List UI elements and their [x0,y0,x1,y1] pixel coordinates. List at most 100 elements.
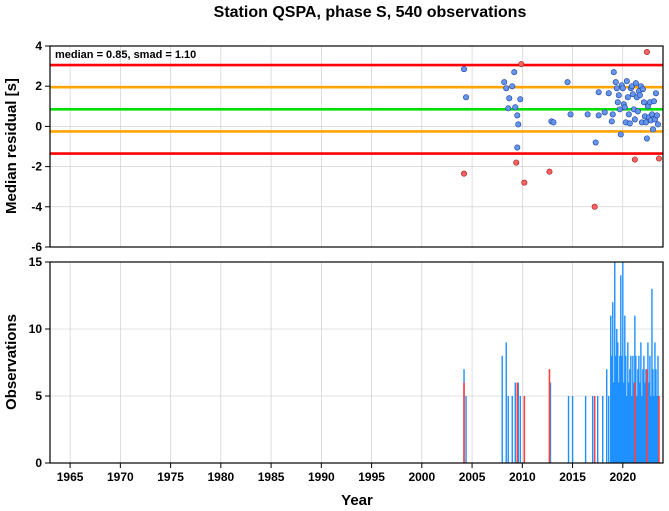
inlier-point [634,108,641,115]
inlier-bar [567,396,570,463]
inlier-bar [611,355,613,463]
inlier-point [642,119,649,126]
inlier-bar [632,355,634,463]
outlier-bar [463,382,465,463]
inlier-point [628,83,635,90]
inlier-bar [636,396,638,463]
inlier-point [612,79,619,86]
inlier-bar [654,342,656,463]
outlier-bar [658,396,660,463]
residual-y-axis-label: Median residual [s] [3,78,20,214]
outlier-point [643,49,650,56]
inlier-point [625,111,632,118]
inlier-point [505,105,512,112]
observations-y-tick-label: 0 [35,456,42,470]
outlier-bar [646,369,648,463]
inlier-bar [626,396,628,463]
outlier-point [631,156,638,163]
inlier-point [615,92,622,99]
inlier-point [649,126,656,133]
inlier-point [512,104,519,111]
inlier-bar [642,369,644,463]
inlier-bar [624,315,626,463]
inlier-point [624,94,631,101]
inlier-bar [630,355,632,463]
inlier-point [640,99,647,106]
inlier-bar [507,396,509,463]
inlier-bar [655,369,657,463]
outlier-point [655,155,662,162]
inlier-point [614,99,621,106]
inlier-bar [628,382,630,463]
outlier-bar [634,382,636,463]
inlier-bar [511,396,513,463]
inlier-bar [631,396,633,463]
inlier-point [605,90,612,97]
inlier-point [610,69,617,76]
inlier-bar [627,342,629,463]
inlier-point [631,116,638,123]
inlier-bar [648,382,650,463]
inlier-bar [649,355,651,463]
inlier-point [608,118,615,125]
inlier-point [501,79,508,86]
inlier-bar [619,355,621,463]
inlier-point [632,80,639,87]
inlier-point [601,109,608,116]
stats-annotation: median = 0.85, smad = 1.10 [55,49,196,61]
inlier-bar [608,396,610,463]
inlier-bar [635,355,637,463]
outlier-bar [593,396,596,463]
outlier-point [521,179,528,186]
x-tick-label: 2020 [609,470,636,484]
inlier-bar [617,342,619,463]
x-tick-label: 1970 [107,470,134,484]
inlier-point [643,135,650,142]
inlier-point [584,111,591,118]
x-tick-label: 1975 [157,470,184,484]
inlier-bar [643,355,645,463]
inlier-point [609,111,616,118]
inlier-point [517,96,524,103]
inlier-bar [616,329,618,463]
observations-y-tick-label: 15 [29,255,43,269]
inlier-point [617,131,624,138]
inlier-point [511,69,518,76]
inlier-point [653,112,660,119]
inlier-bar [501,355,503,463]
inlier-point [616,106,623,113]
x-tick-label: 1990 [308,470,335,484]
outlier-point [461,170,468,177]
observations-y-tick-label: 5 [35,389,42,403]
inlier-bar [622,262,624,463]
inlier-point [463,94,470,101]
inlier-point [595,89,602,96]
inlier-bar [610,315,612,463]
inlier-bar [652,369,654,463]
inlier-point [514,144,521,151]
inlier-point [613,85,620,92]
residual-y-tick-label: -6 [31,240,42,254]
inlier-bar [644,382,646,463]
inlier-point [550,119,557,126]
inlier-bar [584,396,587,463]
inlier-bar [602,396,604,463]
inlier-point [648,111,655,118]
inlier-point [509,83,516,90]
inlier-bar [614,262,616,463]
inlier-point [626,120,633,127]
inlier-point [639,86,646,93]
inlier-point [567,111,574,118]
inlier-bar [638,355,640,463]
residual-panel: 4 2 0 -2 -4 -6 median = 0.85, smad = 1.10 [31,39,664,254]
inlier-bar [639,382,641,463]
residual-y-tick-label: 0 [35,119,42,133]
x-tick-label: 1995 [358,470,385,484]
inlier-point [629,91,636,98]
inlier-point [654,121,661,128]
x-axis-label: Year [341,492,373,509]
inlier-point [623,78,630,85]
inlier-bar [549,382,552,463]
inlier-bar [650,396,652,463]
